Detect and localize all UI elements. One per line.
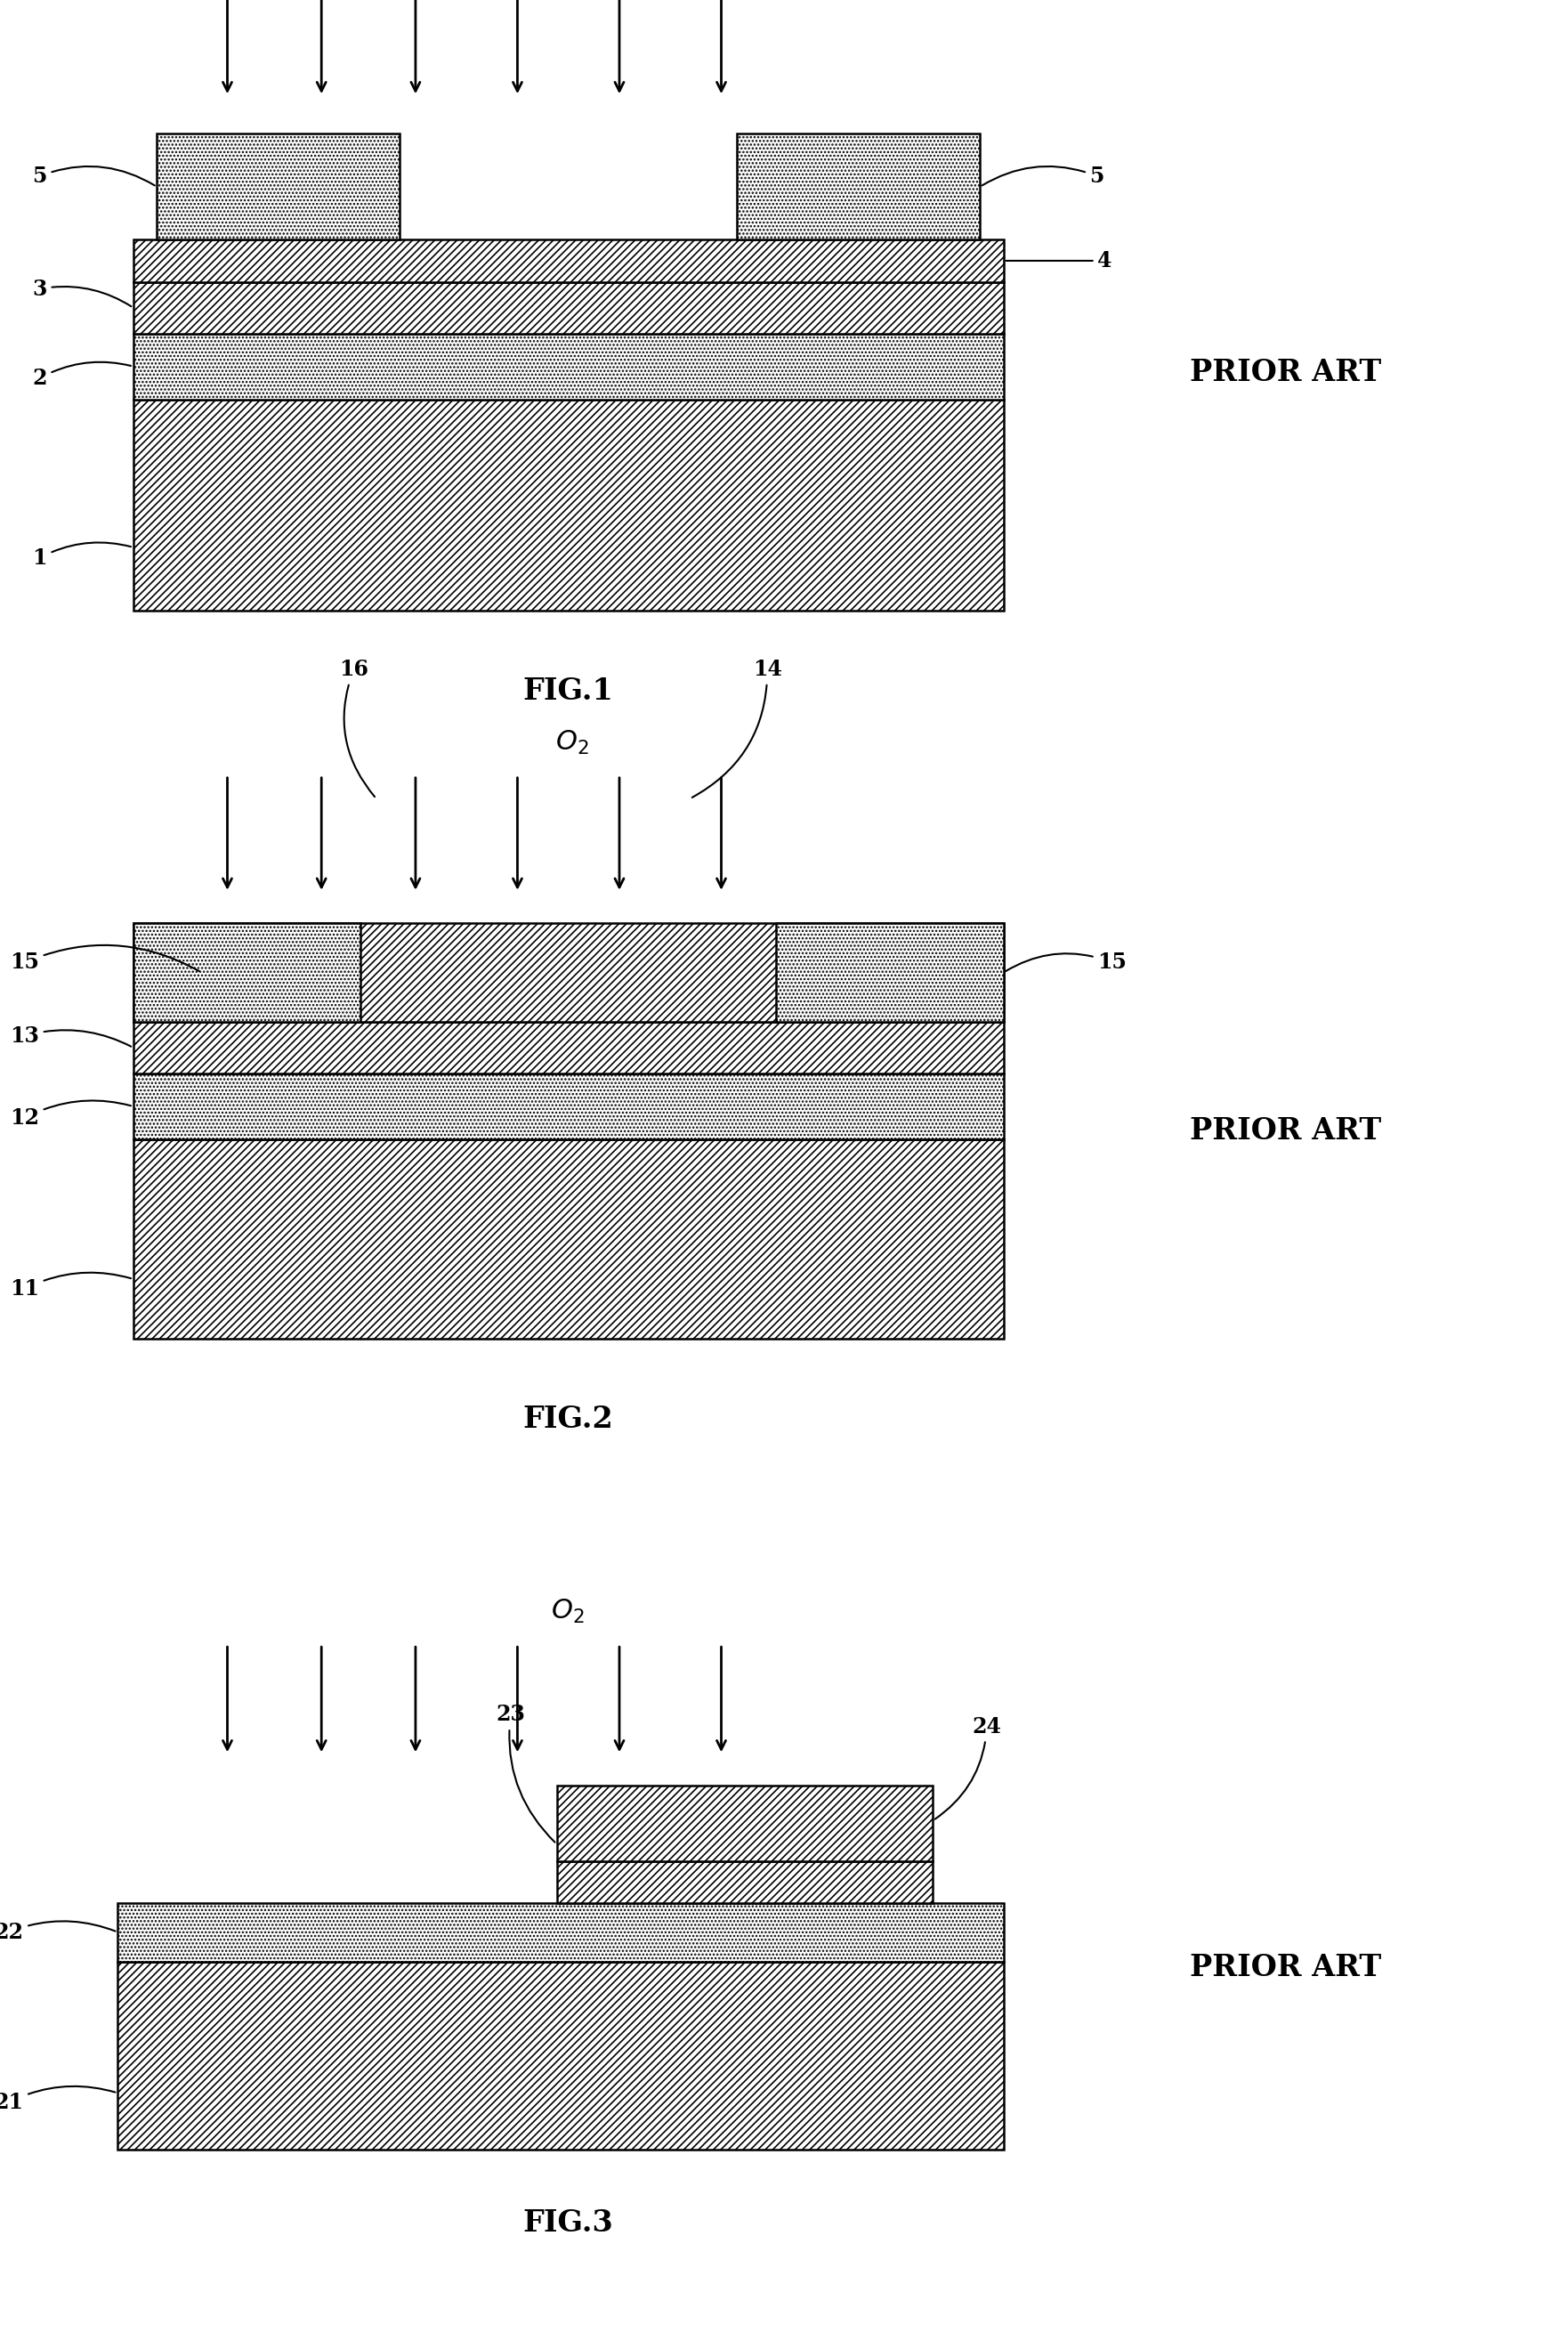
Text: $O_2$: $O_2$ [555,728,590,756]
Text: PRIOR ART: PRIOR ART [1190,1952,1381,1983]
Text: 23: 23 [495,1703,555,1842]
Bar [133,240,1004,282]
Bar [133,923,1004,1022]
Bar [118,1903,1004,1961]
Text: FIG.3: FIG.3 [522,2208,613,2239]
Text: 11: 11 [9,1273,130,1299]
Text: 3: 3 [33,277,132,305]
Text: FIG.2: FIG.2 [522,1405,613,1435]
Bar [118,1961,1004,2149]
Text: 15: 15 [9,944,199,972]
Text: 16: 16 [339,658,375,796]
Bar [133,399,1004,611]
Text: 15: 15 [1005,951,1127,972]
Bar [776,923,1004,1022]
Bar [133,334,1004,399]
Text: 12: 12 [9,1102,130,1130]
Text: 2: 2 [33,362,130,390]
Bar [133,282,1004,334]
Bar [557,1785,933,1860]
Text: 13: 13 [9,1024,132,1048]
Text: 14: 14 [691,658,782,796]
Bar [133,1022,1004,1073]
Text: PRIOR ART: PRIOR ART [1190,357,1381,388]
Text: 21: 21 [0,2086,114,2114]
Text: 4: 4 [1007,249,1112,272]
Text: 24: 24 [935,1715,1002,1818]
Text: 5: 5 [982,164,1104,188]
Text: FIG.1: FIG.1 [522,677,613,707]
Bar [133,1073,1004,1139]
Bar [133,1139,1004,1339]
Bar [557,1860,933,1903]
Text: 22: 22 [0,1921,116,1943]
Bar [737,134,980,240]
Bar [157,134,400,240]
Text: $O_2$: $O_2$ [550,1597,585,1626]
Text: 5: 5 [33,164,155,188]
Bar [133,923,361,1022]
Text: 1: 1 [33,543,130,568]
Text: PRIOR ART: PRIOR ART [1190,1116,1381,1146]
